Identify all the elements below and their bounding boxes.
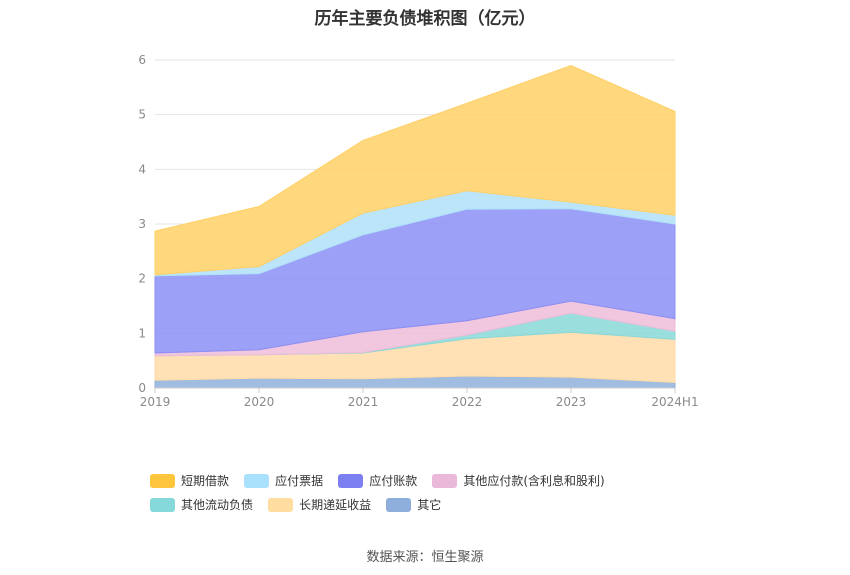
legend-swatch [150, 497, 175, 512]
tick-labels: 0 1 2 3 4 5 6 2019 2020 2021 2022 2023 2024H1 [138, 53, 698, 409]
legend-item-other-current-liabilities[interactable]: 其他流动负债 [150, 496, 253, 513]
legend-label: 其他应付款(含利息和股利) [463, 474, 605, 488]
area-短期借款 [154, 64, 676, 276]
legend-item-deferred-income[interactable]: 长期递延收益 [268, 496, 371, 513]
legend-label: 其它 [417, 498, 442, 512]
legend-item-accounts-payable[interactable]: 应付账款 [338, 472, 417, 489]
x-tick-label: 2020 [244, 395, 275, 409]
legend-item-short-term-borrowing[interactable]: 短期借款 [150, 472, 229, 489]
x-tick-label: 2021 [348, 395, 379, 409]
axes [154, 387, 676, 393]
legend-item-other[interactable]: 其它 [386, 496, 441, 513]
legend: 短期借款 应付票据 应付账款 其他应付款(含利息和股利) 其他流动负债 长期递延… [150, 472, 720, 520]
source-note: 数据来源：恒生聚源 [366, 550, 484, 565]
legend-label: 短期借款 [181, 474, 230, 488]
x-tick-label: 2024H1 [651, 395, 698, 409]
legend-label: 长期递延收益 [299, 498, 372, 512]
y-tick-label: 5 [138, 108, 146, 122]
chart-title: 历年主要负债堆积图（亿元） [314, 9, 536, 29]
legend-item-notes-payable[interactable]: 应付票据 [244, 472, 323, 489]
legend-swatch [268, 497, 294, 512]
y-tick-label: 0 [138, 381, 146, 395]
x-tick-label: 2023 [556, 395, 587, 409]
legend-label: 应付票据 [275, 474, 324, 488]
legend-label: 应付账款 [369, 474, 418, 488]
legend-label: 其他流动负债 [181, 498, 254, 512]
legend-swatch [244, 473, 270, 488]
legend-swatch [432, 473, 458, 488]
y-tick-label: 6 [138, 53, 146, 67]
area-series [154, 64, 676, 389]
x-tick-label: 2022 [452, 395, 483, 409]
x-tick-label: 2019 [140, 395, 171, 409]
legend-swatch [150, 473, 175, 488]
legend-swatch [386, 497, 412, 512]
y-tick-label: 3 [138, 217, 146, 231]
y-tick-label: 2 [138, 272, 146, 286]
y-tick-label: 4 [138, 162, 146, 176]
y-tick-label: 1 [138, 326, 146, 340]
legend-swatch [338, 473, 364, 488]
legend-item-other-payables[interactable]: 其他应付款(含利息和股利) [432, 472, 605, 489]
